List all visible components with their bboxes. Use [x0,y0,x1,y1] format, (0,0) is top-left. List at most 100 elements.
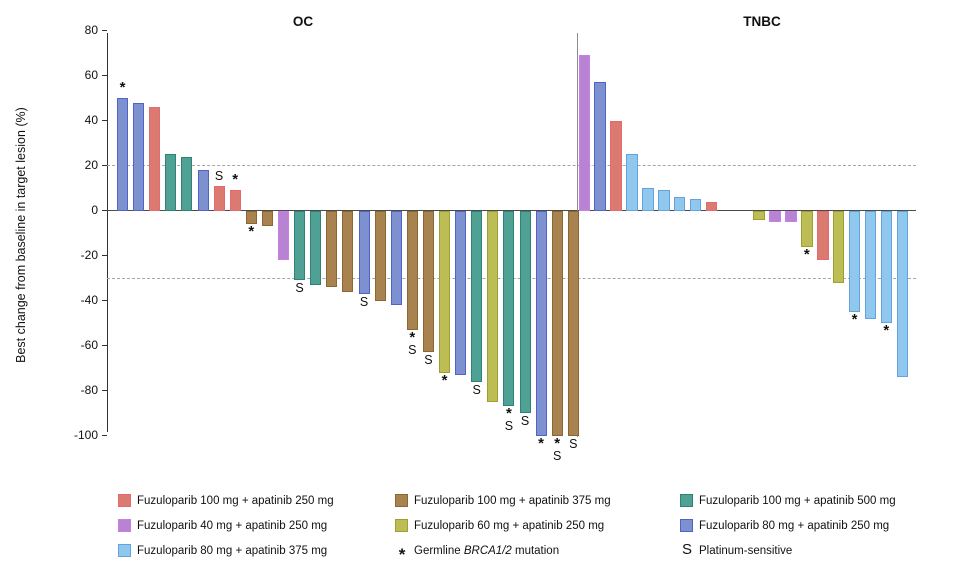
platinum-sensitive-mark: S [504,419,514,434]
y-tick-label: -60 [80,338,98,352]
y-tick-label: -80 [80,383,98,397]
brca-mutation-mark: * [248,223,255,240]
legend-label: Germline BRCA1/2 mutation [414,543,559,559]
bar [422,210,434,353]
bar [213,185,225,211]
legend-swatch-olive [395,519,408,532]
y-tick-mark [102,210,107,212]
bar [801,210,813,247]
legend-swatch-blue [680,519,693,532]
plot-area: 80 60 40 20 0 -20 -40 -60 -80 -100 * S * * S S * S S * S * S S *… [73,23,916,463]
bar [785,210,797,222]
bar [896,210,908,377]
legend-label: Fuzuloparib 60 mg + apatinib 250 mg [414,520,605,532]
brca-mutation-mark: * [232,171,239,189]
bar [658,190,670,211]
legend-label: Fuzuloparib 80 mg + apatinib 375 mg [137,545,328,557]
bar [165,154,177,211]
bar [753,210,765,220]
bar [880,210,893,323]
bar [278,210,289,260]
brca-mutation-mark: * [538,434,545,452]
brca-mutation-mark: * [409,328,416,346]
platinum-sensitive-mark: S [408,342,417,357]
y-tick-mark [102,165,107,167]
y-tick-label: 80 [84,23,98,37]
legend-brca-symbol: * [398,545,406,564]
bar [594,82,606,211]
bar [817,210,829,260]
y-tick-label: -20 [80,248,98,262]
bar [471,210,483,382]
legend-swatch-skyblue [118,544,131,557]
legend-swatch-red [118,494,131,507]
brca-mutation-mark: * [883,322,890,339]
bar [117,98,128,211]
y-tick-label: 20 [84,158,98,172]
legend-swatch-brown [395,494,408,507]
platinum-sensitive-mark: S [359,294,369,309]
platinum-sensitive-mark: S [295,281,304,296]
legend-label-part: Platinum-sensitive [699,545,793,557]
legend-label-part: Germline [414,545,464,557]
y-tick-label: -40 [80,293,98,307]
bar [864,210,877,319]
bar [832,210,845,283]
brca-mutation-mark: * [505,405,512,423]
y-tick-mark [102,75,107,77]
legend-label: Fuzuloparib 100 mg + apatinib 250 mg [137,495,334,507]
y-tick-label: -100 [73,428,98,442]
bar [567,210,579,436]
bar [374,210,386,301]
legend-label: Fuzuloparib 80 mg + apatinib 250 mg [699,520,890,532]
y-axis-line [106,33,108,432]
bar [406,210,418,330]
legend-swatch-teal [680,494,693,507]
bar [626,154,638,211]
brca-mutation-mark: * [851,310,858,328]
brca-mutation-mark: * [554,434,561,452]
brca-mutation-mark: * [441,371,448,389]
bar [197,170,209,211]
platinum-sensitive-mark: S [553,448,562,463]
y-tick-mark [102,120,107,122]
reference-line [106,165,916,166]
bar [769,210,781,222]
bar [294,210,306,281]
panel-title-tnbc: TNBC [743,14,781,29]
bar [673,197,686,211]
y-tick-label: 0 [91,203,98,217]
y-tick-label: 60 [84,68,98,82]
bar [181,156,193,211]
bar [642,188,654,211]
platinum-sensitive-mark: S [214,168,224,183]
bar [439,210,450,373]
bar [390,210,402,305]
bar [535,210,547,436]
platinum-sensitive-mark: S [520,414,530,428]
brca-mutation-mark: * [803,245,810,263]
bar [487,210,499,402]
legend-label-part: mutation [511,545,560,557]
y-tick-mark [102,390,107,392]
bar [551,210,563,436]
bar [149,107,161,211]
platinum-sensitive-mark: S [424,353,433,368]
legend-swatch-purple [118,519,131,532]
legend-label-part: BRCA1/2 [463,545,512,557]
legend-label: Fuzuloparib 100 mg + apatinib 500 mg [699,495,896,507]
bar [705,201,718,211]
bar [519,210,531,413]
platinum-sensitive-mark: S [472,382,481,397]
y-tick-label: 40 [84,113,98,127]
bar [310,210,322,285]
legend: Fuzuloparib 100 mg + apatinib 250 mg Fuzu… [0,482,976,572]
y-tick-mark [102,300,107,302]
panel-title-oc: OC [292,14,314,29]
bar [326,210,338,287]
bar [133,102,145,211]
bar [358,210,370,294]
bar [342,210,354,292]
y-tick-mark [102,345,107,347]
